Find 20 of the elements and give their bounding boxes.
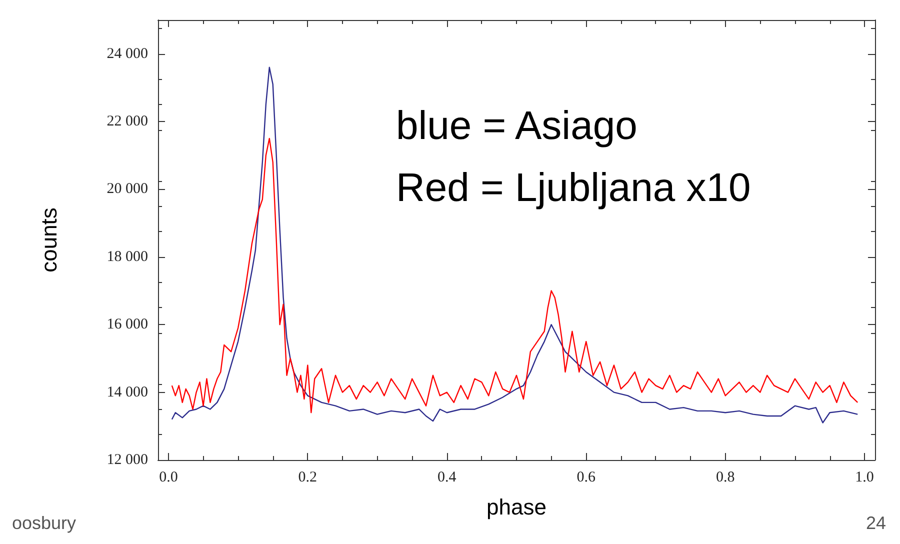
text: 24: [866, 513, 886, 533]
x-tick-label: 1.0: [855, 470, 874, 486]
x-tick-label: 0.4: [438, 470, 457, 486]
text: oosbury: [12, 513, 76, 533]
x-tick-label: 0.2: [298, 470, 318, 486]
y-tick-label: 14 000: [106, 384, 148, 400]
x-tick-label: 0.6: [576, 470, 596, 486]
annotation: blue = Asiago: [396, 104, 638, 148]
y-tick-label: 20 000: [106, 181, 148, 198]
y-tick-label: 12 000: [106, 452, 148, 468]
x-tick-label: 0.0: [159, 470, 178, 486]
y-axis-title: counts: [36, 208, 62, 272]
x-tick-label: 0.8: [716, 470, 735, 486]
y-tick-label: 16 000: [106, 316, 148, 333]
y-tick-label: 24 000: [106, 46, 148, 62]
y-tick-label: 18 000: [106, 248, 148, 265]
x-axis-title: phase: [486, 494, 546, 520]
line-series: [171, 66, 858, 424]
annotation: Red = Ljubljana x10: [396, 166, 751, 210]
y-tick-label: 22 000: [106, 114, 148, 130]
